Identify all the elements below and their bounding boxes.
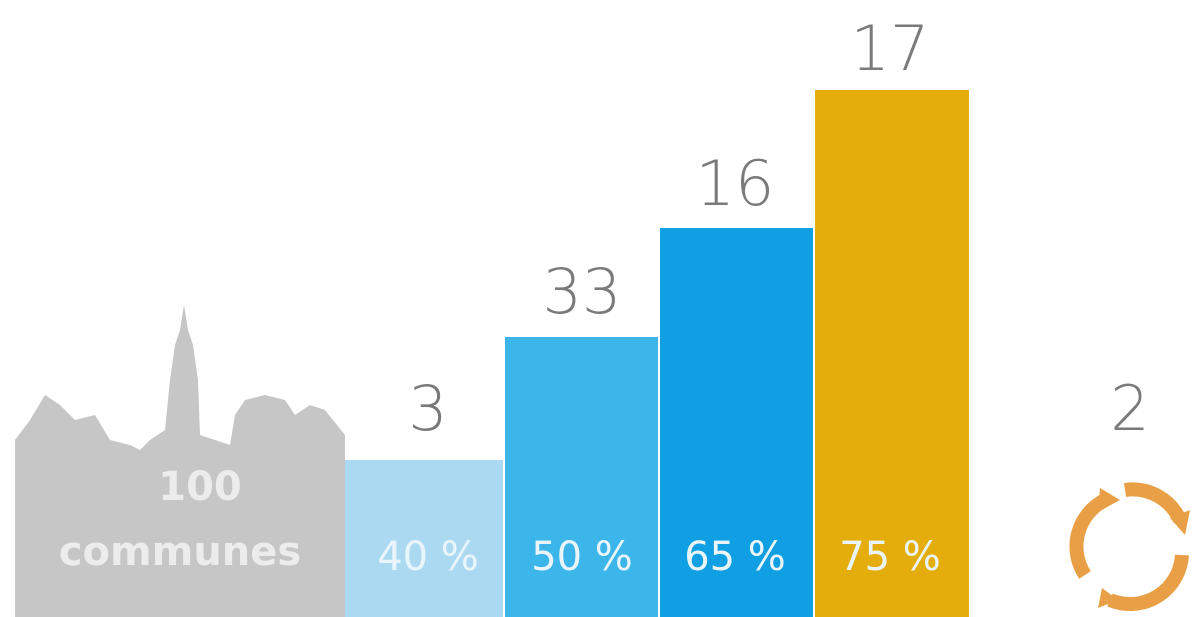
group-label: 40 % bbox=[377, 534, 479, 580]
group-label: 65 % bbox=[684, 534, 786, 580]
recycle-icon bbox=[1076, 489, 1182, 604]
city-count: 100 bbox=[158, 464, 242, 510]
group-label: 50 % bbox=[531, 534, 633, 580]
group-count: 17 bbox=[851, 12, 930, 85]
group-count: 3 bbox=[408, 372, 447, 445]
city-label: communes bbox=[59, 529, 301, 575]
other-count: 2 bbox=[1110, 372, 1149, 445]
group-label: 75 % bbox=[839, 534, 941, 580]
infographic: 100 communes 3 33 16 17 40 % 50 % 65 % 7… bbox=[0, 0, 1197, 617]
group-count: 33 bbox=[543, 255, 622, 328]
group-count: 16 bbox=[696, 147, 775, 220]
